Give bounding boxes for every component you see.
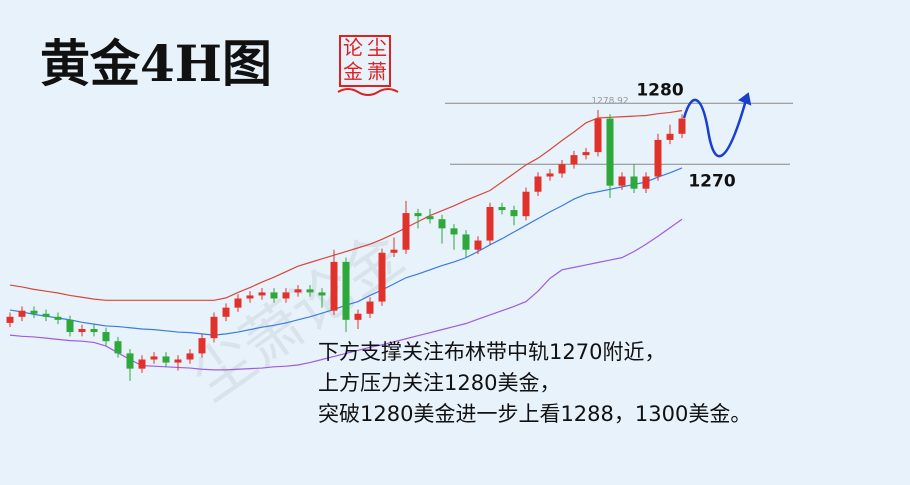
candle-body bbox=[570, 155, 578, 165]
candle-body bbox=[354, 313, 362, 320]
candle-body bbox=[270, 292, 278, 299]
candle-body bbox=[366, 301, 374, 314]
band-line bbox=[9, 218, 683, 371]
candle-body bbox=[330, 261, 338, 311]
candle-body bbox=[54, 316, 62, 320]
candle-body bbox=[486, 207, 494, 241]
note: 下方支撑关注布林带中轨1270附近， bbox=[318, 340, 665, 364]
candle-body bbox=[210, 316, 218, 339]
candle-body bbox=[30, 310, 38, 314]
level-label: 1280 bbox=[636, 80, 683, 100]
candle-body bbox=[174, 359, 182, 363]
candle-body bbox=[618, 176, 626, 186]
candle-body bbox=[414, 213, 422, 217]
candle-body bbox=[402, 213, 410, 250]
candle-body bbox=[306, 289, 314, 293]
candle-body bbox=[450, 228, 458, 235]
candle-body bbox=[390, 249, 398, 253]
candle-body bbox=[66, 319, 74, 333]
candle-body bbox=[594, 118, 602, 153]
logo-char: 萧 bbox=[367, 60, 387, 84]
candle-body bbox=[522, 191, 530, 217]
logo: 论 尘 金 萧 bbox=[337, 35, 399, 96]
logo-frame bbox=[339, 35, 391, 87]
candle-body bbox=[114, 341, 122, 354]
plot: 1280 1270 1278.92 bbox=[6, 80, 793, 381]
forecast-path bbox=[682, 98, 748, 158]
candle-body bbox=[630, 176, 638, 189]
candle-body bbox=[294, 289, 302, 293]
candle-body bbox=[678, 118, 686, 134]
peak-label: 1278.92 bbox=[591, 96, 628, 106]
candle-body bbox=[654, 139, 662, 177]
chart-title: 黄金4H图 bbox=[40, 34, 272, 93]
candle-body bbox=[150, 356, 158, 360]
logo-char: 论 bbox=[343, 36, 363, 60]
candle-body bbox=[102, 332, 110, 342]
candle-body bbox=[18, 310, 26, 317]
candle-body bbox=[510, 210, 518, 217]
candle-body bbox=[582, 152, 590, 156]
candle-body bbox=[6, 316, 14, 323]
logo-char: 尘 bbox=[367, 36, 387, 60]
note: 上方压力关注1280美金， bbox=[318, 371, 560, 395]
candle-body bbox=[498, 207, 506, 211]
logo-char: 金 bbox=[343, 60, 363, 84]
candle-body bbox=[342, 261, 350, 320]
band-line bbox=[9, 110, 683, 301]
candle-body bbox=[258, 292, 266, 296]
candle-body bbox=[138, 359, 146, 369]
candle-body bbox=[246, 295, 254, 299]
note: 突破1280美金进一步上看1288，1300美金。 bbox=[318, 402, 751, 426]
candle-body bbox=[462, 234, 470, 250]
logo-ornament bbox=[337, 88, 399, 96]
candle-body bbox=[282, 292, 290, 299]
candle-body bbox=[318, 292, 326, 296]
candle-body bbox=[438, 219, 446, 229]
level-label: 1270 bbox=[688, 171, 735, 191]
candle-body bbox=[534, 176, 542, 192]
candle-body bbox=[186, 353, 194, 360]
candle-body bbox=[546, 173, 554, 177]
candle-body bbox=[162, 356, 170, 363]
candle-body bbox=[426, 216, 434, 220]
candle-body bbox=[666, 133, 674, 140]
candle-body bbox=[234, 298, 242, 308]
candle-body bbox=[558, 164, 566, 174]
candle-body bbox=[642, 176, 650, 189]
forecast-arrow bbox=[737, 92, 752, 106]
candle-body bbox=[474, 240, 482, 250]
candle-body bbox=[42, 313, 50, 317]
candle-body bbox=[126, 353, 134, 369]
candle-body bbox=[222, 307, 230, 317]
candle-body bbox=[90, 329, 98, 333]
candle-body bbox=[78, 329, 86, 333]
candle-body bbox=[198, 338, 206, 354]
candle-body bbox=[378, 252, 386, 302]
candle-body bbox=[606, 118, 614, 186]
